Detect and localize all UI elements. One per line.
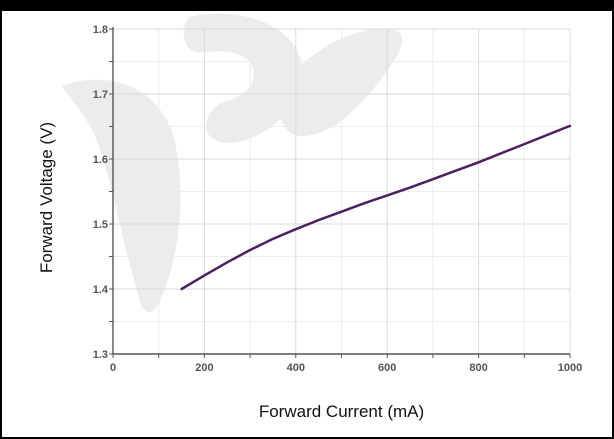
y-tick-labels: 1.3 1.4 1.5 1.6 1.7 1.8 — [93, 24, 109, 361]
watermark-shape — [183, 13, 302, 143]
x-tick-label: 200 — [195, 362, 213, 374]
x-tick-label: 800 — [469, 362, 487, 374]
grid — [112, 28, 571, 355]
axes — [109, 27, 571, 358]
watermark-logo — [62, 13, 403, 313]
series-layer — [180, 124, 572, 291]
y-tick-label: 1.7 — [93, 89, 108, 101]
y-axis-title: Forward Voltage (V) — [37, 122, 56, 273]
y-tick-label: 1.5 — [93, 219, 108, 231]
x-axis-title: Forward Current (mA) — [259, 402, 424, 421]
x-tick-label: 1000 — [558, 362, 582, 374]
x-tick-labels: 0 200 400 600 800 1000 — [110, 362, 582, 374]
y-tick-label: 1.8 — [93, 24, 108, 36]
chart-svg: 0 200 400 600 800 1000 1.3 1.4 1.5 1.6 1.7 1.8 For… — [37, 13, 582, 421]
x-tick-label: 600 — [378, 362, 396, 374]
y-tick-label: 1.6 — [93, 154, 108, 166]
watermark-shape — [278, 29, 403, 137]
x-tick-label: 400 — [287, 362, 305, 374]
y-tick-label: 1.4 — [93, 284, 109, 296]
watermark-shape — [62, 79, 181, 313]
series-line — [180, 124, 572, 291]
x-tick-label: 0 — [110, 362, 116, 374]
y-tick-label: 1.3 — [93, 349, 108, 361]
